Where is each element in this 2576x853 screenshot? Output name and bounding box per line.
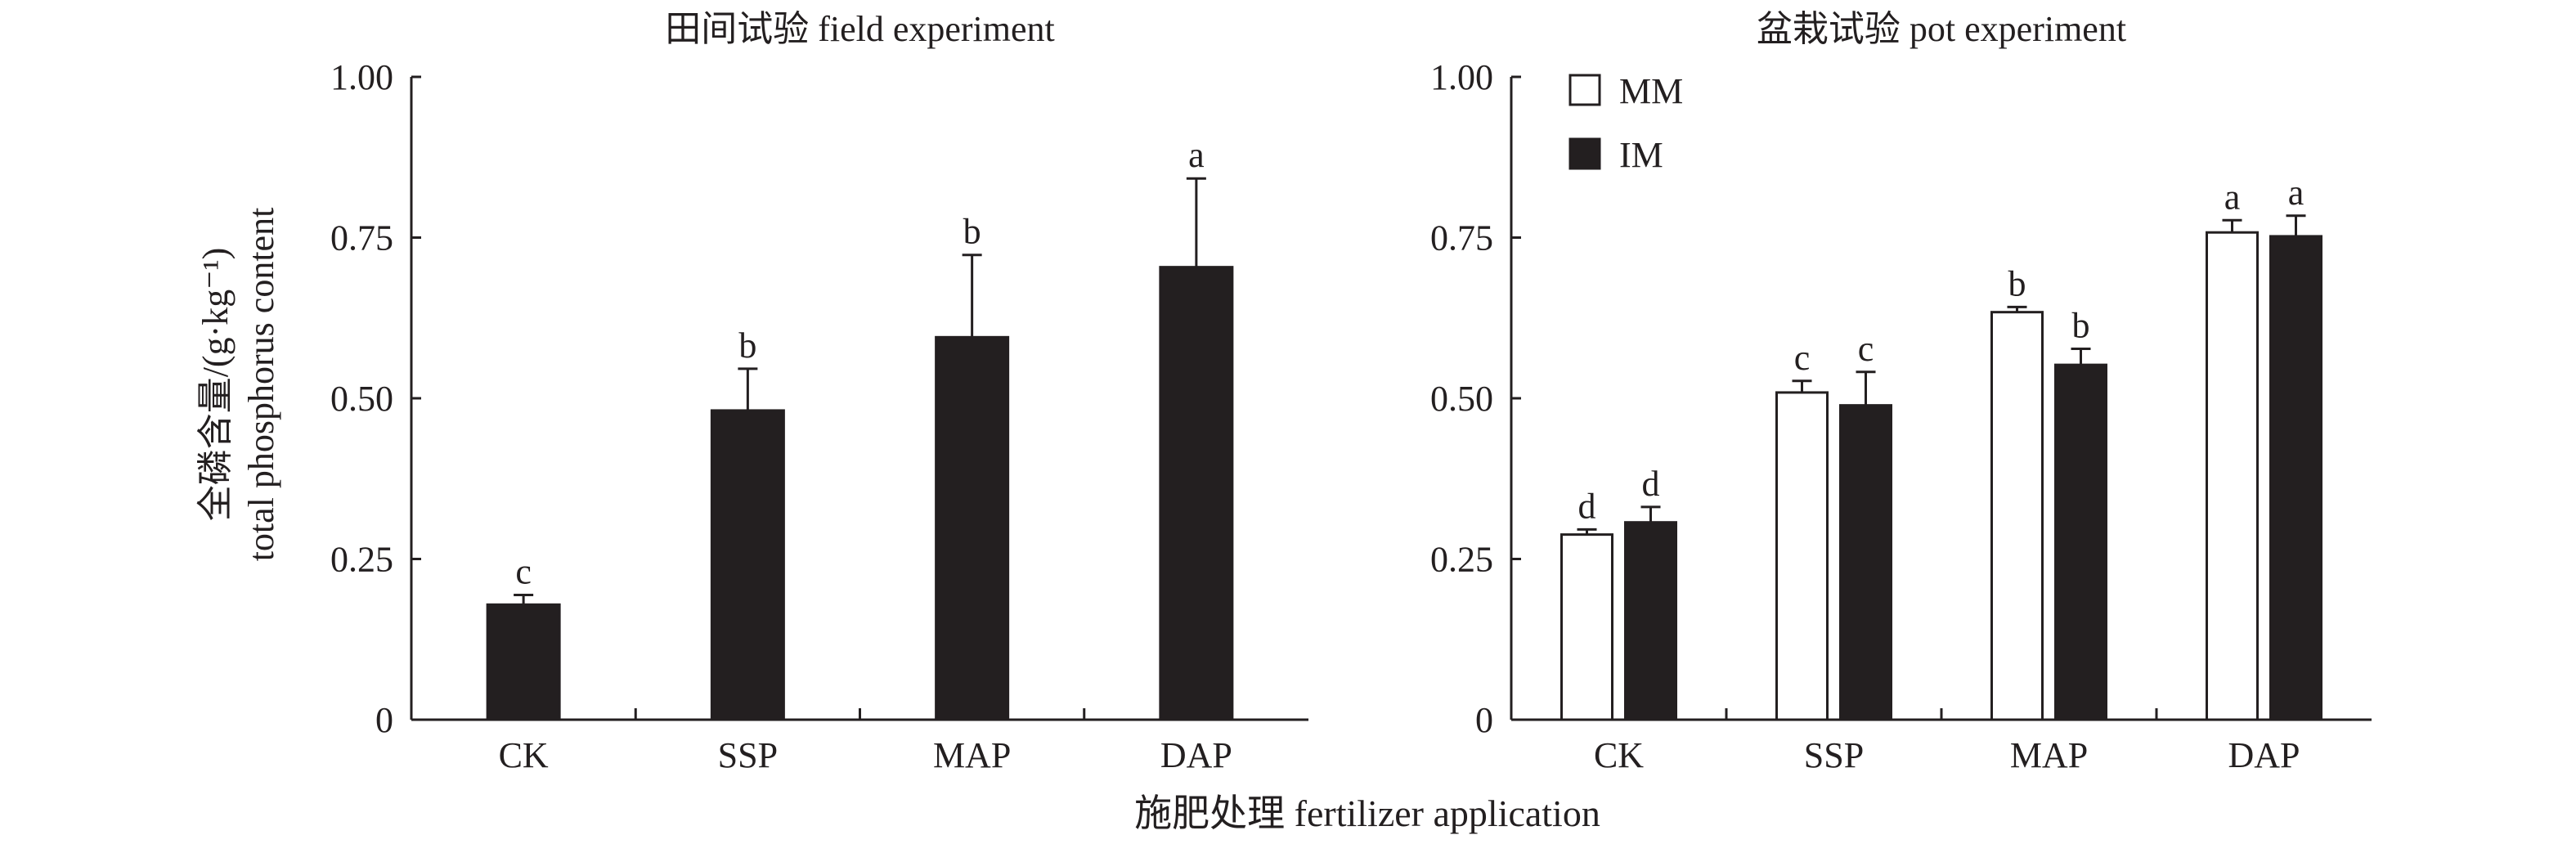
panel-pot-experiment: 盆栽试验 pot experiment 0 0.25 0.50 0.75 1.00 CK d d…: [1430, 9, 2372, 775]
y-axis-label-en: total phosphorus content: [241, 208, 281, 562]
legend-label-mm: MM: [1619, 71, 1683, 111]
bar-im-ck: [1624, 521, 1677, 721]
bar-value-map: [935, 335, 1010, 721]
y-tick-label: 0.50: [1430, 379, 1493, 419]
y-tick-label: 0.50: [330, 379, 393, 419]
bar-mm-dap: [2206, 231, 2259, 721]
chart-title: 盆栽试验 pot experiment: [1757, 9, 2126, 49]
y-tick-label: 0.75: [1430, 218, 1493, 258]
chart-title: 田间试验 field experiment: [665, 9, 1055, 49]
significance-letter: c: [1858, 329, 1874, 369]
y-tick-label: 0: [375, 700, 393, 740]
legend-swatch-mm: [1568, 74, 1601, 106]
x-tick-label: SSP: [718, 735, 778, 775]
bar-im-ssp: [1839, 404, 1892, 721]
significance-letter: a: [1188, 135, 1205, 175]
significance-letter: b: [963, 212, 981, 252]
bar-mm-ck: [1560, 533, 1613, 721]
significance-letter: b: [2008, 263, 2026, 303]
bar-im-map: [2054, 363, 2107, 721]
y-tick-label: 0: [1475, 700, 1493, 740]
y-tick-label: 1.00: [330, 57, 393, 97]
y-tick-label: 1.00: [1430, 57, 1493, 97]
legend-swatch-im: [1568, 137, 1601, 170]
significance-letter: b: [2072, 305, 2090, 345]
legend-label-im: IM: [1619, 135, 1663, 175]
y-axis-label-cn: 全磷含量/(g·kg⁻¹): [195, 248, 236, 522]
panel-field-experiment: 田间试验 field experiment 0 0.25 0.50 0.75 1.00 CK…: [330, 9, 1308, 775]
x-tick-label: SSP: [1804, 735, 1864, 775]
significance-letter: c: [515, 552, 532, 592]
y-tick-label: 0.25: [1430, 540, 1493, 580]
significance-letter: c: [1794, 338, 1811, 378]
bar-mm-map: [1990, 311, 2044, 721]
x-tick-label: DAP: [2228, 735, 2300, 775]
x-axis-label: 施肥处理 fertilizer application: [1134, 792, 1600, 834]
x-tick-label: MAP: [933, 735, 1011, 775]
significance-letter: d: [1578, 486, 1596, 526]
significance-letter: a: [2224, 177, 2241, 217]
significance-letter: a: [2288, 173, 2304, 213]
bar-value-dap: [1159, 266, 1234, 721]
significance-letter: b: [738, 325, 756, 366]
y-tick-label: 0.75: [330, 218, 393, 258]
x-tick-label: CK: [1594, 735, 1644, 775]
x-tick-label: MAP: [2010, 735, 2088, 775]
y-tick-label: 0.25: [330, 540, 393, 580]
x-tick-label: CK: [499, 735, 549, 775]
x-tick-label: DAP: [1160, 735, 1232, 775]
significance-letter: d: [1642, 464, 1660, 504]
bar-value-ck: [486, 603, 561, 721]
bar-mm-ssp: [1775, 391, 1829, 721]
bar-im-dap: [2269, 235, 2322, 721]
bar-value-ssp: [710, 409, 785, 721]
